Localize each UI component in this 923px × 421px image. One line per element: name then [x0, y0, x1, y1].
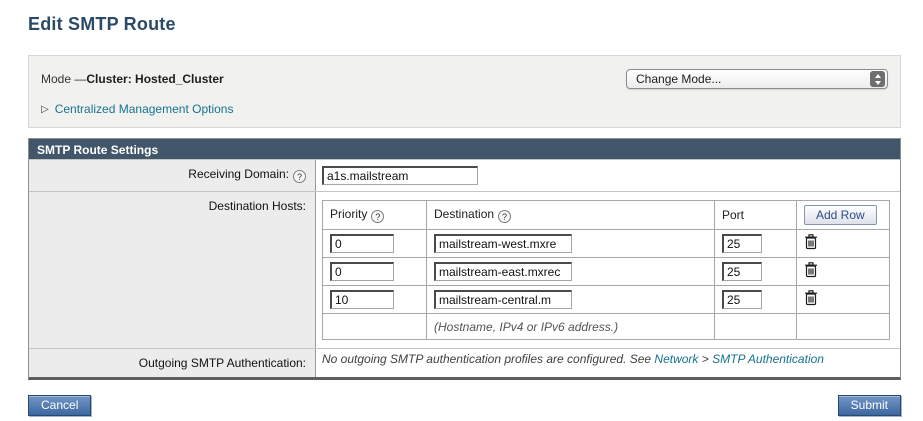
hostname-note-row: (Hostname, IPv4 or IPv6 address.): [322, 313, 890, 340]
change-mode-selected-value: Change Mode...: [636, 72, 722, 86]
add-row-button[interactable]: Add Row: [804, 205, 877, 225]
centralized-management-options-link[interactable]: Centralized Management Options: [54, 102, 234, 116]
priority-input[interactable]: [330, 234, 394, 253]
outgoing-auth-label-cell: Outgoing SMTP Authentication:: [29, 349, 316, 377]
receiving-domain-row: Receiving Domain:?: [29, 159, 900, 191]
network-link[interactable]: Network: [654, 352, 699, 366]
select-stepper-icon: [870, 71, 885, 87]
delete-row-button[interactable]: [804, 234, 818, 250]
delete-row-button[interactable]: [804, 262, 818, 278]
mode-text: Mode —Cluster: Hosted_Cluster: [41, 72, 224, 86]
help-icon[interactable]: ?: [498, 210, 512, 223]
help-icon[interactable]: ?: [371, 210, 385, 223]
help-icon[interactable]: ?: [293, 170, 306, 183]
port-input[interactable]: [722, 262, 762, 281]
hostname-note: (Hostname, IPv4 or IPv6 address.): [434, 319, 619, 334]
mode-label: Mode —: [41, 72, 87, 86]
destination-input[interactable]: [434, 262, 572, 281]
trash-icon: [805, 234, 817, 250]
destination-input[interactable]: [434, 234, 572, 253]
receiving-domain-label: Receiving Domain:: [188, 167, 289, 181]
destination-input[interactable]: [434, 290, 572, 309]
settings-table-header: SMTP Route Settings: [29, 139, 900, 159]
hosts-header-row: Priority? Destination? Port Add Row: [322, 200, 890, 230]
delete-row-button[interactable]: [804, 290, 818, 306]
page-title: Edit SMTP Route: [28, 14, 176, 34]
change-mode-select[interactable]: Change Mode...: [626, 69, 888, 89]
cancel-button[interactable]: Cancel: [28, 395, 92, 416]
submit-button[interactable]: Submit: [837, 395, 901, 416]
host-row: [322, 229, 890, 258]
priority-column-header: Priority?: [322, 200, 427, 230]
mode-box: Mode —Cluster: Hosted_Cluster Change Mod…: [28, 55, 901, 128]
destination-hosts-label: Destination Hosts:: [208, 199, 306, 213]
outgoing-auth-text: No outgoing SMTP authentication profiles…: [316, 349, 900, 377]
destination-hosts-label-cell: Destination Hosts:: [29, 192, 316, 348]
port-input[interactable]: [722, 234, 762, 253]
destination-hosts-row: Destination Hosts: Priority? Destination…: [29, 191, 900, 348]
host-row: [322, 257, 890, 286]
mode-value: Cluster: Hosted_Cluster: [86, 72, 224, 86]
receiving-domain-label-cell: Receiving Domain:?: [29, 160, 316, 191]
destination-column-header: Destination?: [426, 200, 715, 230]
priority-input[interactable]: [330, 290, 394, 309]
expand-triangle-icon[interactable]: ▷: [41, 103, 49, 115]
host-row: [322, 285, 890, 314]
receiving-domain-input[interactable]: [322, 166, 478, 185]
footer-actions: Cancel Submit: [28, 395, 901, 416]
destination-hosts-table: Priority? Destination? Port Add Row: [322, 200, 890, 340]
add-row-header-cell: Add Row: [796, 200, 890, 230]
port-column-header: Port: [714, 200, 797, 230]
trash-icon: [805, 290, 817, 306]
smtp-route-settings-table: SMTP Route Settings Receiving Domain:? D…: [28, 138, 901, 380]
smtp-authentication-link[interactable]: SMTP Authentication: [712, 352, 824, 366]
outgoing-auth-row: Outgoing SMTP Authentication: No outgoin…: [29, 348, 900, 377]
outgoing-auth-label: Outgoing SMTP Authentication:: [138, 356, 306, 370]
priority-input[interactable]: [330, 262, 394, 281]
trash-icon: [805, 262, 817, 278]
edit-smtp-route-page: Edit SMTP Route Mode —Cluster: Hosted_Cl…: [28, 0, 901, 416]
port-input[interactable]: [722, 290, 762, 309]
